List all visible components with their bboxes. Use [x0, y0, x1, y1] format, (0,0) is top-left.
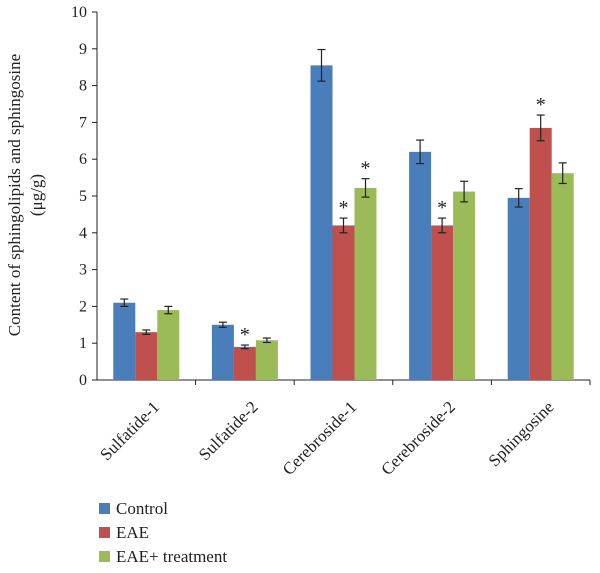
y-tick-label: 8 — [79, 78, 87, 95]
category-label: Sulfatide-1 — [96, 397, 163, 464]
bar — [453, 191, 476, 380]
y-tick-label: 1 — [79, 335, 87, 352]
bars — [113, 65, 574, 381]
significance-star: * — [437, 197, 447, 219]
legend-label: Control — [116, 499, 168, 518]
legend-swatch — [99, 503, 110, 514]
bar — [157, 310, 180, 380]
bar — [551, 173, 574, 380]
y-ticks: 0 1 2 3 4 5 6 7 8 9 10 — [71, 4, 97, 389]
bar — [233, 346, 256, 380]
significance-markers: * * * * * — [240, 94, 546, 346]
bar — [135, 332, 158, 380]
error-bars — [120, 48, 567, 350]
legend-swatch — [99, 551, 110, 562]
significance-star: * — [339, 197, 349, 219]
y-tick-label: 7 — [79, 114, 87, 131]
y-tick-label: 4 — [79, 225, 87, 242]
bar — [431, 225, 454, 380]
bar — [409, 151, 432, 380]
legend-swatch — [99, 527, 110, 538]
y-tick-label: 6 — [79, 151, 87, 168]
category-label: Cerebroside-1 — [279, 397, 361, 479]
legend-label: EAE+ treatment — [116, 547, 227, 566]
bar — [211, 324, 234, 380]
y-axis-label-line2: (μg/g) — [27, 174, 46, 216]
y-tick-label: 9 — [79, 41, 87, 58]
significance-star: * — [536, 94, 546, 116]
bar — [332, 225, 355, 380]
significance-star: * — [240, 324, 250, 346]
y-tick-label: 0 — [79, 372, 87, 389]
bar — [310, 65, 333, 381]
category-label: Cerebroside-2 — [377, 397, 459, 479]
bar — [255, 340, 278, 380]
bar — [113, 302, 136, 380]
category-label: Sulfatide-2 — [195, 397, 262, 464]
bar — [354, 187, 377, 380]
y-axis-label: Content of sphingolipids and sphingosine… — [5, 54, 46, 336]
y-tick-label: 10 — [71, 4, 87, 21]
y-tick-label: 3 — [79, 262, 87, 279]
category-label: Sphingosine — [485, 397, 558, 470]
legend-label: EAE — [116, 523, 149, 542]
significance-star: * — [361, 158, 371, 180]
bar — [507, 197, 530, 380]
category-labels: Sulfatide-1 Sulfatide-2 Cerebroside-1 Cereb… — [96, 397, 557, 479]
y-tick-label: 2 — [79, 298, 87, 315]
bar — [529, 127, 552, 380]
y-axis-label-line1: Content of sphingolipids and sphingosine — [5, 54, 24, 336]
y-tick-label: 5 — [79, 188, 87, 205]
legend: Control EAE EAE+ treatment — [99, 499, 227, 566]
